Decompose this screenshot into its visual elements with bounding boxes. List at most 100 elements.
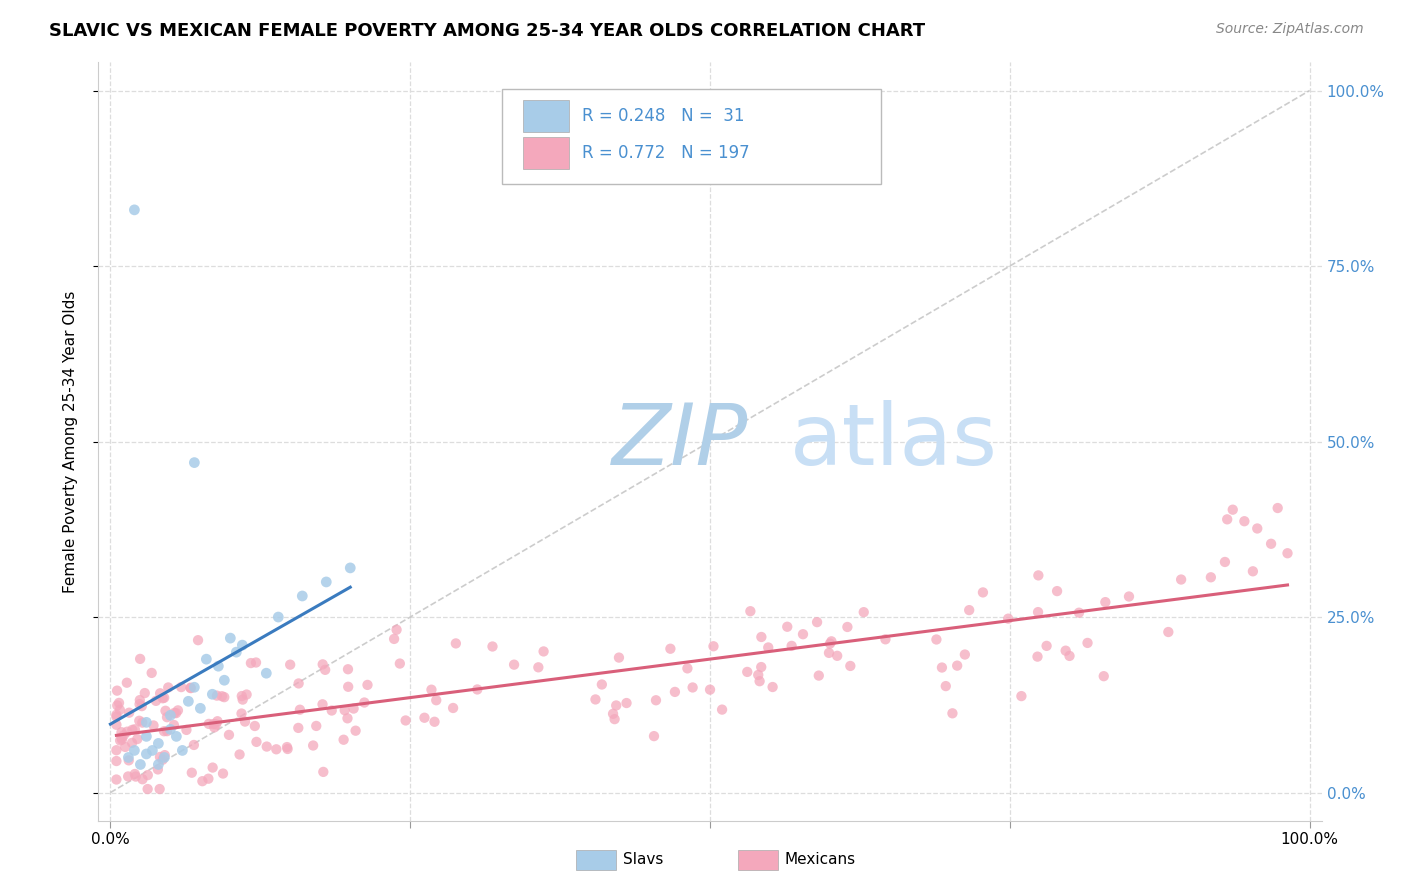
Point [108, 733, 131, 747]
Point [183, 738, 205, 752]
Bar [523, 136, 569, 169]
Point [1157, 625, 1180, 640]
Point [602, 706, 624, 721]
Point [818, 637, 841, 651]
Point [957, 603, 980, 617]
Point [183, 680, 205, 694]
Point [202, 717, 225, 731]
Point [287, 721, 309, 735]
Point [155, 704, 177, 718]
Point [156, 710, 179, 724]
Point [159, 723, 181, 737]
Point [1035, 639, 1057, 653]
Point [1241, 564, 1264, 578]
Point [165, 706, 187, 720]
Point [591, 677, 613, 691]
Point [527, 660, 550, 674]
Point [385, 623, 408, 637]
Text: R = 0.772   N = 197: R = 0.772 N = 197 [582, 144, 749, 161]
Point [231, 689, 253, 703]
Point [115, 675, 138, 690]
Point [134, 686, 156, 700]
Point [127, 732, 149, 747]
Point [931, 660, 953, 674]
Point [157, 681, 180, 695]
Point [201, 761, 224, 775]
Point [1260, 537, 1282, 551]
Point [837, 620, 859, 634]
Point [121, 723, 143, 737]
Point [747, 668, 769, 682]
Point [163, 718, 186, 732]
Point [925, 632, 948, 647]
Point [235, 688, 257, 702]
Point [254, 666, 277, 681]
Point [1028, 568, 1050, 582]
Point [124, 767, 146, 781]
Point [110, 725, 132, 739]
Point [128, 714, 150, 728]
Text: R = 0.248   N =  31: R = 0.248 N = 31 [582, 107, 744, 125]
Point [336, 711, 359, 725]
Point [128, 693, 150, 707]
Point [152, 691, 174, 706]
Point [481, 640, 503, 654]
Text: Source: ZipAtlas.com: Source: ZipAtlas.com [1216, 22, 1364, 37]
Point [146, 763, 169, 777]
Point [149, 750, 172, 764]
Point [149, 686, 172, 700]
Point [839, 659, 862, 673]
Point [337, 662, 360, 676]
Point [1076, 636, 1098, 650]
Point [441, 701, 464, 715]
Point [176, 723, 198, 737]
Point [342, 701, 364, 715]
Point [1118, 590, 1140, 604]
Point [314, 663, 336, 677]
Point [659, 641, 682, 656]
Point [312, 657, 335, 672]
Point [135, 730, 157, 744]
Point [153, 748, 176, 763]
Point [1046, 584, 1069, 599]
Point [388, 657, 411, 671]
Point [941, 706, 963, 721]
Point [105, 698, 128, 713]
Point [278, 657, 301, 672]
Point [129, 652, 152, 666]
Point [136, 768, 159, 782]
Point [315, 574, 337, 589]
Point [153, 690, 176, 705]
Point [353, 696, 375, 710]
Point [664, 685, 686, 699]
Point [188, 701, 211, 715]
Point [124, 723, 146, 737]
Point [605, 698, 627, 713]
Point [170, 680, 193, 694]
Point [141, 665, 163, 680]
Point [205, 717, 228, 731]
Point [232, 692, 254, 706]
FancyBboxPatch shape [502, 89, 882, 184]
Point [205, 689, 228, 703]
Point [1010, 689, 1032, 703]
Point [740, 604, 762, 618]
Point [207, 714, 229, 729]
Point [187, 633, 209, 648]
Point [643, 729, 665, 743]
Point [117, 769, 139, 783]
Point [1277, 546, 1299, 560]
Point [135, 715, 157, 730]
Point [128, 697, 150, 711]
Point [825, 648, 848, 663]
Text: ZIP: ZIP [612, 400, 748, 483]
Point [148, 757, 170, 772]
Point [152, 753, 174, 767]
Point [218, 728, 240, 742]
Point [105, 754, 128, 768]
Point [776, 620, 799, 634]
Point [1216, 512, 1239, 526]
Text: SLAVIC VS MEXICAN FEMALE POVERTY AMONG 25-34 YEAR OLDS CORRELATION CHART: SLAVIC VS MEXICAN FEMALE POVERTY AMONG 2… [49, 22, 925, 40]
Point [239, 656, 262, 670]
Point [356, 678, 378, 692]
